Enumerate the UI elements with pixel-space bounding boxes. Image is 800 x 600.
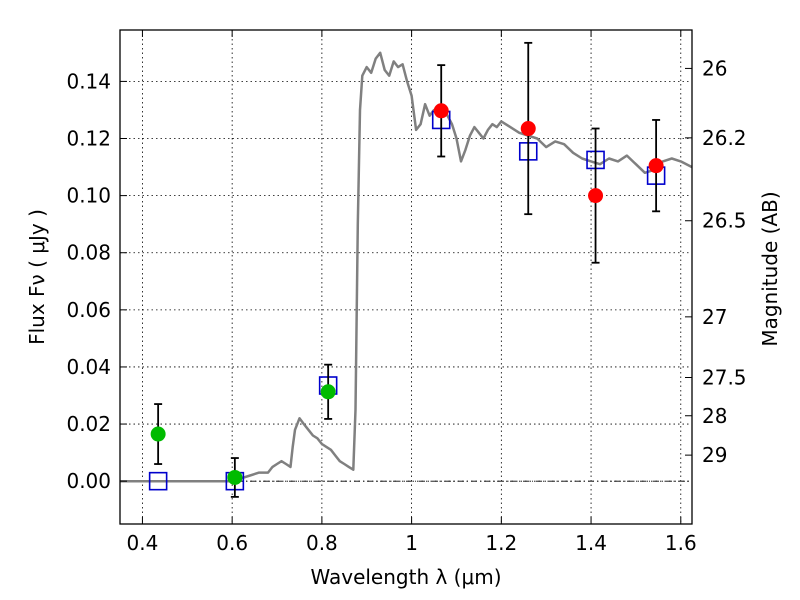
y-tick-label: 0.06 [66,298,111,322]
right-tick-label: 27 [702,305,727,329]
x-tick-label: 0.6 [216,531,248,555]
x-tick-label: 1 [405,531,418,555]
y-tick-label: 0.12 [66,127,111,151]
observed-point [433,103,449,119]
x-tick-label: 0.4 [127,531,159,555]
y-tick-label: 0.02 [66,412,111,436]
model-photometry-box [148,471,168,491]
right-tick-label: 27.5 [702,365,747,389]
y-tick-label: 0.00 [66,469,111,493]
right-tick-label: 26.5 [702,209,747,233]
x-tick-label: 1.2 [485,531,517,555]
right-tick-label: 26 [702,56,727,80]
observed-point [227,469,243,485]
right-axis-label: Magnitude (AB) [758,191,782,346]
right-tick-label: 26.2 [702,126,747,150]
observed-point [150,426,166,442]
observed-point [520,121,536,137]
y-axis-label: Flux Fν ( μJy ) [25,209,49,345]
x-tick-label: 1.6 [665,531,697,555]
y-tick-label: 0.14 [66,69,111,93]
y-tick-label: 0.08 [66,241,111,265]
model-spectrum-line [120,51,693,483]
series-layer [120,41,693,498]
observed-point [320,384,336,400]
observed-point [648,158,664,174]
ticks: 0.4 0.6 0.8 1 1.2 1.4 1.6 0.00 0.02 0.04 0.06 0.08 0… [66,30,747,555]
x-tick-label: 1.4 [575,531,607,555]
y-tick-label: 0.10 [66,184,111,208]
observed-point [588,188,604,204]
y-tick-label: 0.04 [66,355,111,379]
grid [120,30,692,524]
right-tick-label: 28 [702,404,727,428]
x-axis-label: Wavelength λ (μm) [310,565,501,589]
right-tick-label: 29 [702,443,727,467]
x-tick-label: 0.8 [306,531,338,555]
plot-frame [119,29,693,525]
